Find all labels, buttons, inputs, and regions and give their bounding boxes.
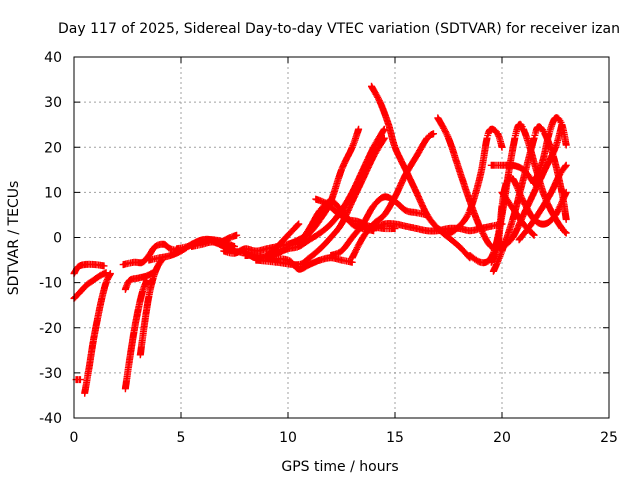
series-markers xyxy=(81,270,114,397)
series-markers xyxy=(530,114,570,187)
series-markers xyxy=(515,161,570,244)
x-tick-label: 25 xyxy=(600,430,618,446)
series-markers xyxy=(121,276,151,393)
y-tick-label: 0 xyxy=(53,231,62,247)
y-tick-label: 30 xyxy=(44,95,62,111)
series-markers xyxy=(434,125,506,237)
series-arc-18 xyxy=(327,193,431,259)
y-tick-label: -30 xyxy=(39,366,62,382)
x-tick-label: 0 xyxy=(70,430,79,446)
y-tick-label: 20 xyxy=(44,140,62,156)
y-tick-label: -10 xyxy=(39,276,62,292)
axis-ticks: 0 5 10 15 20 25 -40 -30 -20 -10 0 10 20 30 40 xyxy=(39,50,618,446)
x-tick-label: 10 xyxy=(279,430,297,446)
series-markers xyxy=(72,376,84,384)
x-tick-label: 15 xyxy=(386,430,404,446)
y-tick-label: -40 xyxy=(39,411,62,427)
series-arc-7 xyxy=(121,267,159,293)
series-arc-23 xyxy=(434,125,506,237)
x-tick-label: 5 xyxy=(177,430,186,446)
y-tick-label: 10 xyxy=(44,185,62,201)
series-arc-8 xyxy=(119,240,185,269)
x-tick-label: 20 xyxy=(493,430,511,446)
series-arc-3 xyxy=(81,270,114,397)
data-series xyxy=(70,82,570,397)
series-markers xyxy=(136,256,166,359)
y-tick-label: -20 xyxy=(39,321,62,337)
series-markers xyxy=(119,240,185,269)
series-arc-5 xyxy=(121,276,151,393)
y-tick-label: 40 xyxy=(44,50,62,66)
series-arc-6 xyxy=(136,256,166,359)
series-markers xyxy=(487,174,570,266)
y-axis-label: SDTVAR / TECUs xyxy=(6,181,22,296)
series-arc-26 xyxy=(487,174,570,266)
series-arc-4 xyxy=(72,376,84,384)
series-markers xyxy=(327,193,431,259)
chart-title: Day 117 of 2025, Sidereal Day-to-day VTE… xyxy=(58,21,620,37)
series-arc-29 xyxy=(515,161,570,244)
x-axis-label: GPS time / hours xyxy=(281,459,398,475)
series-markers xyxy=(121,267,159,293)
series-arc-30 xyxy=(530,114,570,187)
